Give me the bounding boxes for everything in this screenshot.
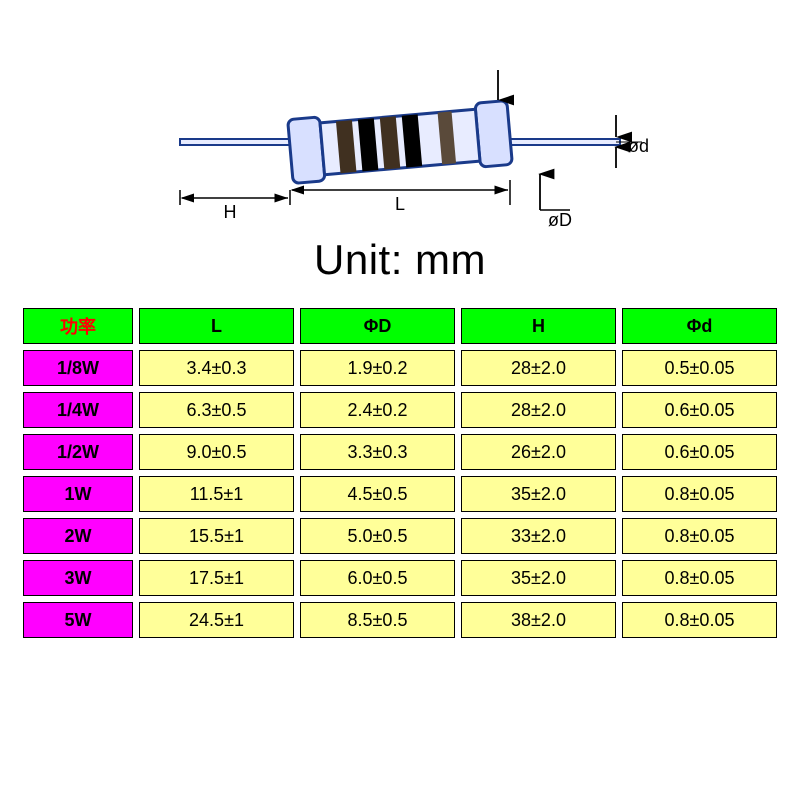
value-cell: 6.3±0.5: [139, 392, 294, 428]
dim-label-phiD: øD: [548, 210, 572, 230]
value-cell: 8.5±0.5: [300, 602, 455, 638]
value-cell: 9.0±0.5: [139, 434, 294, 470]
unit-label: Unit: mm: [0, 236, 800, 284]
col-header-phiD: ΦD: [300, 308, 455, 344]
value-cell: 0.8±0.05: [622, 602, 777, 638]
col-header-phid: Φd: [622, 308, 777, 344]
value-cell: 6.0±0.5: [300, 560, 455, 596]
dimensions-table: 功率 L ΦD H Φd 1/8W3.4±0.31.9±0.228±2.00.5…: [17, 302, 783, 644]
value-cell: 17.5±1: [139, 560, 294, 596]
value-cell: 15.5±1: [139, 518, 294, 554]
value-cell: 33±2.0: [461, 518, 616, 554]
table-row: 1/4W6.3±0.52.4±0.228±2.00.6±0.05: [23, 392, 777, 428]
table-row: 1W11.5±14.5±0.535±2.00.8±0.05: [23, 476, 777, 512]
table-row: 5W24.5±18.5±0.538±2.00.8±0.05: [23, 602, 777, 638]
power-cell: 3W: [23, 560, 133, 596]
dim-label-H: H: [224, 202, 237, 222]
dim-label-L: L: [395, 194, 405, 214]
dim-label-phid: ød: [628, 136, 649, 156]
value-cell: 11.5±1: [139, 476, 294, 512]
value-cell: 0.8±0.05: [622, 560, 777, 596]
col-header-power: 功率: [23, 308, 133, 344]
power-cell: 1/4W: [23, 392, 133, 428]
value-cell: 2.4±0.2: [300, 392, 455, 428]
value-cell: 5.0±0.5: [300, 518, 455, 554]
value-cell: 4.5±0.5: [300, 476, 455, 512]
lead-left: [180, 139, 290, 145]
power-cell: 5W: [23, 602, 133, 638]
value-cell: 0.8±0.05: [622, 476, 777, 512]
value-cell: 0.8±0.05: [622, 518, 777, 554]
value-cell: 26±2.0: [461, 434, 616, 470]
value-cell: 35±2.0: [461, 476, 616, 512]
value-cell: 28±2.0: [461, 392, 616, 428]
value-cell: 28±2.0: [461, 350, 616, 386]
value-cell: 35±2.0: [461, 560, 616, 596]
value-cell: 3.4±0.3: [139, 350, 294, 386]
value-cell: 1.9±0.2: [300, 350, 455, 386]
power-cell: 1/8W: [23, 350, 133, 386]
value-cell: 38±2.0: [461, 602, 616, 638]
table-row: 3W17.5±16.0±0.535±2.00.8±0.05: [23, 560, 777, 596]
power-cell: 2W: [23, 518, 133, 554]
table-row: 2W15.5±15.0±0.533±2.00.8±0.05: [23, 518, 777, 554]
power-cell: 1W: [23, 476, 133, 512]
value-cell: 0.6±0.05: [622, 392, 777, 428]
value-cell: 0.5±0.05: [622, 350, 777, 386]
col-header-H: H: [461, 308, 616, 344]
col-header-L: L: [139, 308, 294, 344]
power-cell: 1/2W: [23, 434, 133, 470]
table-row: 1/8W3.4±0.31.9±0.228±2.00.5±0.05: [23, 350, 777, 386]
table-row: 1/2W9.0±0.53.3±0.326±2.00.6±0.05: [23, 434, 777, 470]
value-cell: 0.6±0.05: [622, 434, 777, 470]
value-cell: 24.5±1: [139, 602, 294, 638]
table-header-row: 功率 L ΦD H Φd: [23, 308, 777, 344]
value-cell: 3.3±0.3: [300, 434, 455, 470]
resistor-diagram: H L øD ød: [140, 60, 660, 230]
lead-right: [510, 139, 620, 145]
